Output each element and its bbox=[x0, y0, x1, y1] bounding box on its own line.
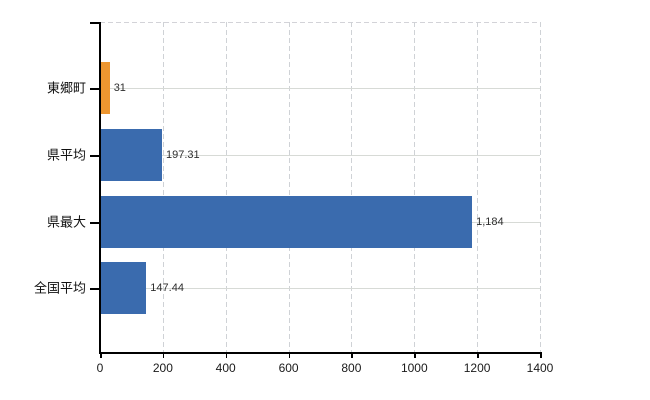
x-axis-tick bbox=[351, 352, 353, 358]
y-axis-tick bbox=[90, 88, 100, 90]
gridline-vertical bbox=[540, 22, 541, 352]
gridline-horizontal bbox=[100, 288, 540, 289]
category-label-2: 県最大 bbox=[46, 214, 86, 230]
x-axis-tick bbox=[225, 352, 228, 358]
x-axis-tick bbox=[288, 352, 291, 358]
bar-0 bbox=[100, 62, 110, 114]
category-label-0: 東郷町 bbox=[46, 80, 86, 96]
x-tick-label-5: 1000 bbox=[400, 361, 428, 375]
gridline-vertical bbox=[477, 22, 479, 352]
bar-2 bbox=[100, 196, 473, 248]
x-axis-tick bbox=[477, 352, 479, 358]
bar-value-label: 31 bbox=[113, 82, 126, 94]
x-tick-label-2: 400 bbox=[215, 361, 236, 375]
y-axis-tick bbox=[90, 22, 100, 24]
bar-1 bbox=[100, 129, 162, 181]
gridline-vertical bbox=[162, 22, 164, 352]
x-tick-label-3: 600 bbox=[278, 361, 299, 375]
gridline-horizontal bbox=[100, 155, 540, 156]
x-axis-tick bbox=[100, 352, 102, 358]
gridline-vertical bbox=[351, 22, 353, 352]
category-label-1: 県平均 bbox=[46, 147, 86, 163]
x-tick-label-6: 1200 bbox=[463, 361, 491, 375]
x-tick-label-7: 1400 bbox=[526, 361, 554, 375]
x-axis-tick bbox=[540, 352, 542, 358]
bar-value-label: 1,184 bbox=[476, 216, 504, 228]
x-axis-tick bbox=[414, 352, 416, 358]
x-axis-tick bbox=[162, 352, 165, 358]
y-axis-tick bbox=[90, 155, 100, 157]
x-axis-line bbox=[99, 352, 541, 354]
y-axis-tick bbox=[90, 222, 100, 224]
plot-area: 31 197.31 1,184 147.44 bbox=[100, 22, 541, 352]
y-axis-line bbox=[99, 22, 101, 352]
gridline-horizontal bbox=[100, 88, 540, 89]
y-axis-tick bbox=[90, 288, 100, 290]
x-tick-label-4: 800 bbox=[341, 361, 362, 375]
x-tick-label-1: 200 bbox=[152, 361, 173, 375]
gridline-vertical bbox=[288, 22, 290, 352]
gridline-vertical bbox=[414, 22, 416, 352]
category-label-3: 全国平均 bbox=[33, 280, 86, 296]
gridline-vertical bbox=[225, 22, 227, 352]
x-tick-label-0: 0 bbox=[96, 361, 104, 375]
gridline-horizontal-top bbox=[100, 22, 540, 23]
bar-value-label: 147.44 bbox=[150, 282, 184, 294]
bar-3 bbox=[100, 262, 147, 314]
bar-value-label: 197.31 bbox=[166, 149, 200, 161]
